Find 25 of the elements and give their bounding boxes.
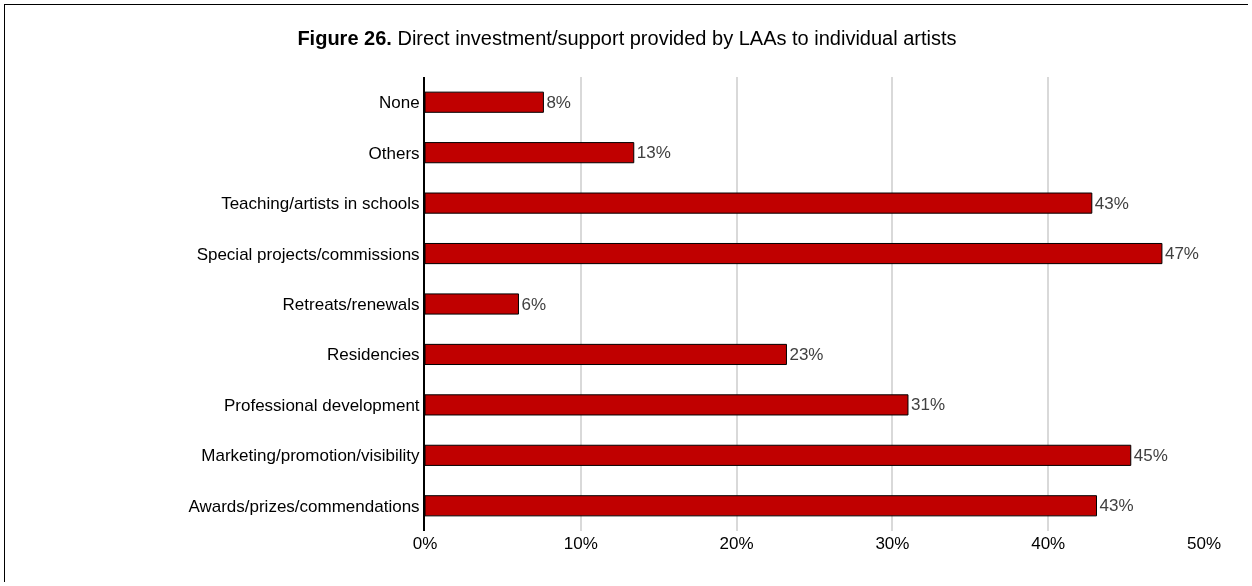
x-tick-label: 30% bbox=[875, 534, 910, 553]
x-tick-label: 40% bbox=[1031, 534, 1066, 553]
y-tick-label: Others bbox=[368, 143, 420, 163]
y-tick-label: Retreats/renewals bbox=[282, 294, 420, 314]
data-label: 13% bbox=[636, 143, 671, 163]
x-tick-label: 0% bbox=[412, 534, 438, 553]
y-tick-label: None bbox=[378, 93, 420, 113]
y-tick-label: Awards/prizes/commendations bbox=[188, 496, 420, 516]
data-label: 23% bbox=[789, 344, 824, 364]
chart-title: Figure 26. Direct investment/support provided by LAAs to individual artists bbox=[297, 27, 957, 50]
data-label: 8% bbox=[546, 92, 571, 112]
y-tick-label: Residencies bbox=[326, 345, 420, 365]
data-label: 43% bbox=[1094, 193, 1129, 213]
y-tick-label: Teaching/artists in schools bbox=[221, 194, 420, 214]
data-label: 47% bbox=[1164, 244, 1199, 264]
y-tick-label: Special projects/commissions bbox=[196, 244, 420, 264]
y-tick-label: Professional development bbox=[223, 395, 420, 415]
x-tick-label: 20% bbox=[719, 534, 754, 553]
data-label: 43% bbox=[1099, 496, 1134, 516]
data-label: 45% bbox=[1133, 445, 1168, 465]
y-tick-label: Marketing/promotion/visibility bbox=[201, 446, 421, 466]
x-tick-label: 10% bbox=[563, 534, 598, 553]
x-tick-label: 50% bbox=[1186, 534, 1222, 553]
data-label: 6% bbox=[521, 294, 547, 314]
data-label: 31% bbox=[910, 395, 946, 415]
